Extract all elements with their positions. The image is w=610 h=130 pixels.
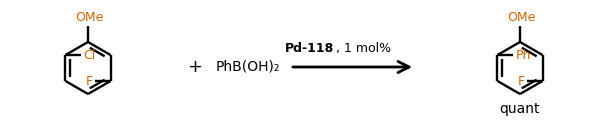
Text: OMe: OMe xyxy=(507,11,535,24)
Text: F: F xyxy=(85,74,93,87)
Text: +: + xyxy=(187,58,203,76)
Text: Pd-118: Pd-118 xyxy=(285,42,334,55)
Text: OMe: OMe xyxy=(75,11,103,24)
Text: , 1 mol%: , 1 mol% xyxy=(336,42,391,55)
Text: Ph: Ph xyxy=(515,48,531,61)
Text: F: F xyxy=(517,74,525,87)
Text: Cl: Cl xyxy=(84,48,96,61)
Text: quant: quant xyxy=(500,102,540,116)
Text: PhB(OH)₂: PhB(OH)₂ xyxy=(216,60,280,74)
